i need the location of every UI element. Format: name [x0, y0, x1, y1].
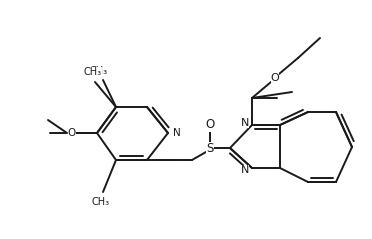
- Text: CH₃: CH₃: [92, 197, 110, 207]
- Text: N: N: [241, 165, 249, 175]
- Text: N: N: [173, 128, 181, 138]
- Text: N: N: [241, 118, 249, 128]
- Text: O: O: [270, 73, 279, 83]
- Text: S: S: [206, 141, 214, 154]
- Text: O: O: [205, 119, 215, 131]
- Text: O: O: [68, 128, 76, 138]
- Text: CH₃: CH₃: [90, 66, 108, 76]
- Text: O: O: [68, 128, 76, 138]
- Text: CH₃: CH₃: [84, 67, 102, 77]
